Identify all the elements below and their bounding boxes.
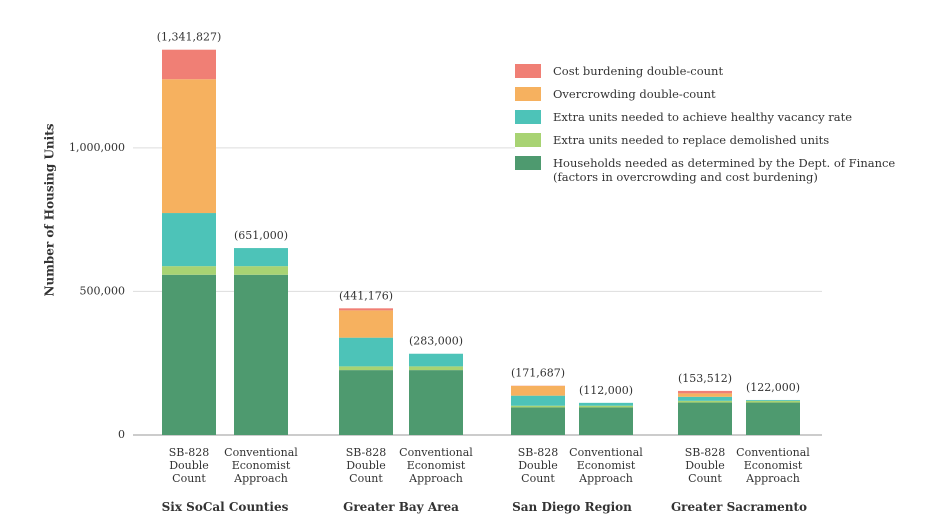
total-label: (171,687) bbox=[511, 367, 565, 380]
bar-segment bbox=[409, 353, 463, 367]
bar-segment bbox=[746, 400, 800, 403]
bar-segment bbox=[409, 366, 463, 371]
bar-segment bbox=[746, 402, 800, 435]
group-label: Six SoCal Counties bbox=[161, 500, 289, 514]
legend-label: Cost burdening double-count bbox=[553, 64, 724, 78]
x-tick-label: SB-828 Double Count bbox=[168, 446, 210, 485]
legend-item: Cost burdening double-count bbox=[515, 64, 905, 78]
y-tick-label: 1,000,000 bbox=[69, 141, 125, 154]
bar-segment bbox=[511, 407, 565, 435]
x-tick-label: Conventional Economist Approach bbox=[399, 446, 473, 485]
bar-segment bbox=[678, 393, 732, 397]
total-label: (153,512) bbox=[678, 372, 732, 385]
group-label: San Diego Region bbox=[512, 500, 632, 514]
bar-segment bbox=[746, 399, 800, 401]
bar-segment bbox=[234, 266, 288, 275]
bar-segment bbox=[579, 407, 633, 435]
group-label: Greater Sacramento bbox=[670, 500, 808, 514]
x-tick-label: Conventional Economist Approach bbox=[224, 446, 298, 485]
x-tick-label: SB-828 Double Count bbox=[684, 446, 726, 485]
x-tick-label: SB-828 Double Count bbox=[517, 446, 559, 485]
legend-swatch bbox=[515, 156, 541, 170]
bar-segment bbox=[339, 337, 393, 367]
legend-swatch bbox=[515, 110, 541, 124]
legend-item: Overcrowding double-count bbox=[515, 87, 905, 101]
bar-segment bbox=[579, 405, 633, 408]
bar-segment bbox=[511, 385, 565, 396]
group-label: Greater Bay Area bbox=[343, 500, 459, 514]
total-label: (112,000) bbox=[579, 384, 633, 397]
total-label: (122,000) bbox=[746, 381, 800, 394]
x-tick-label: Conventional Economist Approach bbox=[569, 446, 643, 485]
y-tick-label: 0 bbox=[118, 428, 125, 441]
bar-segment bbox=[162, 274, 216, 435]
bar-segment bbox=[678, 390, 732, 394]
total-label: (441,176) bbox=[339, 289, 393, 302]
legend-label: Overcrowding double-count bbox=[553, 87, 716, 101]
x-tick-label: SB-828 Double Count bbox=[345, 446, 387, 485]
bar-segment bbox=[678, 396, 732, 401]
bar-segment bbox=[162, 213, 216, 267]
legend-label: Extra units needed to achieve healthy va… bbox=[553, 110, 853, 124]
y-axis-title: Number of Housing Units bbox=[43, 123, 57, 296]
total-label: (1,341,827) bbox=[157, 31, 222, 44]
bar-segment bbox=[339, 310, 393, 338]
bar-segment bbox=[339, 370, 393, 435]
bar-segment bbox=[678, 402, 732, 435]
legend-label: Households needed as determined by the D… bbox=[553, 156, 896, 184]
bar-segment bbox=[678, 400, 732, 403]
legend-swatch bbox=[515, 87, 541, 101]
bar-segment bbox=[234, 248, 288, 267]
y-tick-label: 500,000 bbox=[80, 284, 126, 297]
bar-segment bbox=[511, 405, 565, 408]
legend-item: Extra units needed to achieve healthy va… bbox=[515, 110, 905, 124]
legend-label: Extra units needed to replace demolished… bbox=[553, 133, 830, 147]
bar-segment bbox=[162, 49, 216, 80]
bar-segment bbox=[162, 79, 216, 214]
bar-segment bbox=[162, 266, 216, 275]
bar-segment bbox=[511, 395, 565, 406]
legend: Cost burdening double-count Overcrowding … bbox=[515, 64, 905, 193]
total-label: (283,000) bbox=[409, 335, 463, 348]
x-tick-label: Conventional Economist Approach bbox=[736, 446, 810, 485]
legend-swatch bbox=[515, 64, 541, 78]
bar-segment bbox=[234, 274, 288, 435]
bar-segment bbox=[409, 370, 463, 435]
legend-swatch bbox=[515, 133, 541, 147]
total-label: (651,000) bbox=[234, 229, 288, 242]
legend-item: Extra units needed to replace demolished… bbox=[515, 133, 905, 147]
bar-segment bbox=[339, 308, 393, 311]
bar-segment bbox=[579, 402, 633, 406]
bar-segment bbox=[339, 366, 393, 371]
legend-item: Households needed as determined by the D… bbox=[515, 156, 905, 184]
